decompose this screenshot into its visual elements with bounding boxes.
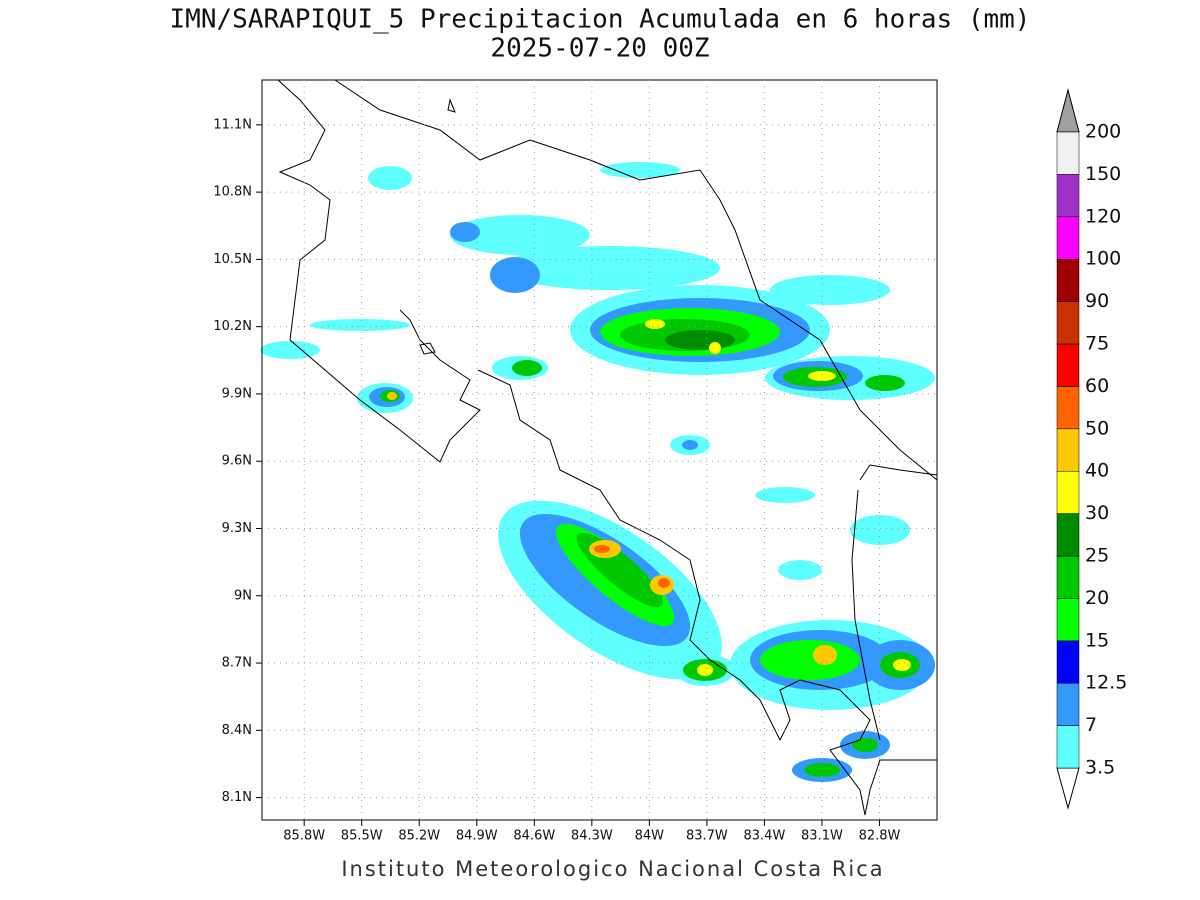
colorbar-label: 3.5 <box>1085 757 1115 779</box>
y-tick-label: 11.1N <box>213 117 252 132</box>
y-tick-label: 9.9N <box>222 386 252 401</box>
colorbar-label: 20 <box>1085 587 1109 609</box>
y-tick-label: 8.1N <box>222 790 252 805</box>
x-tick-label: 83.7W <box>686 829 728 844</box>
colorbar-segment <box>1056 131 1080 175</box>
colorbar-segment <box>1056 174 1080 218</box>
colorbar-label: 25 <box>1085 545 1109 567</box>
x-tick-label: 85.5W <box>341 829 383 844</box>
y-tick-label: 10.2N <box>213 319 252 334</box>
x-tick-label: 82.8W <box>859 829 901 844</box>
x-tick-label: 85.2W <box>398 829 440 844</box>
colorbar-segment <box>1056 555 1080 599</box>
colorbar-segment <box>1056 682 1080 726</box>
colorbar-segment <box>1056 640 1080 684</box>
x-tick-label: 84.9W <box>456 829 498 844</box>
x-tick-label: 84.6W <box>513 829 555 844</box>
colorbar-segment <box>1056 598 1080 642</box>
colorbar-under <box>1056 767 1080 810</box>
colorbar-segment <box>1056 470 1080 514</box>
subtitle: 2025-07-20 00Z <box>490 34 709 64</box>
colorbar-label: 150 <box>1085 163 1121 185</box>
title: IMN/SARAPIQUI_5 Precipitacion Acumulada … <box>170 5 1031 35</box>
y-tick-label: 10.8N <box>213 185 252 200</box>
map-frame <box>261 79 938 821</box>
colorbar-segment <box>1056 513 1080 557</box>
colorbar-segment <box>1056 343 1080 387</box>
colorbar-segment <box>1056 216 1080 260</box>
y-tick-label: 8.7N <box>222 656 252 671</box>
y-tick-label: 10.5N <box>213 252 252 267</box>
colorbar-label: 100 <box>1085 248 1121 270</box>
colorbar-label: 50 <box>1085 417 1109 439</box>
precipitation-field <box>260 162 935 782</box>
colorbar-label: 12.5 <box>1085 672 1127 694</box>
y-tick-label: 8.4N <box>222 723 252 738</box>
footer: Instituto Meteorologico Nacional Costa R… <box>341 857 884 881</box>
x-tick-label: 84.3W <box>571 829 613 844</box>
colorbar-label: 7 <box>1085 714 1097 736</box>
x-tick-label: 84W <box>635 829 665 844</box>
colorbar-segment <box>1056 386 1080 430</box>
colorbar-label: 15 <box>1085 629 1109 651</box>
y-tick-label: 9.6N <box>222 454 252 469</box>
coastline <box>277 79 938 816</box>
y-tick-label: 9N <box>234 588 252 603</box>
colorbar-label: 75 <box>1085 333 1109 355</box>
colorbar-label: 200 <box>1085 121 1121 143</box>
x-tick-label: 83.1W <box>801 829 843 844</box>
colorbar-over <box>1056 88 1080 133</box>
y-tick-label: 9.3N <box>222 521 252 536</box>
colorbar-segment <box>1056 258 1080 302</box>
x-tick-label: 83.4W <box>744 829 786 844</box>
colorbar-segment <box>1056 428 1080 472</box>
x-tick-label: 85.8W <box>283 829 325 844</box>
colorbar-label: 90 <box>1085 290 1109 312</box>
colorbar-label: 30 <box>1085 502 1109 524</box>
colorbar-label: 40 <box>1085 460 1109 482</box>
colorbar-segment <box>1056 301 1080 345</box>
colorbar-label: 120 <box>1085 205 1121 227</box>
colorbar-label: 60 <box>1085 375 1109 397</box>
colorbar-segment <box>1056 725 1080 769</box>
